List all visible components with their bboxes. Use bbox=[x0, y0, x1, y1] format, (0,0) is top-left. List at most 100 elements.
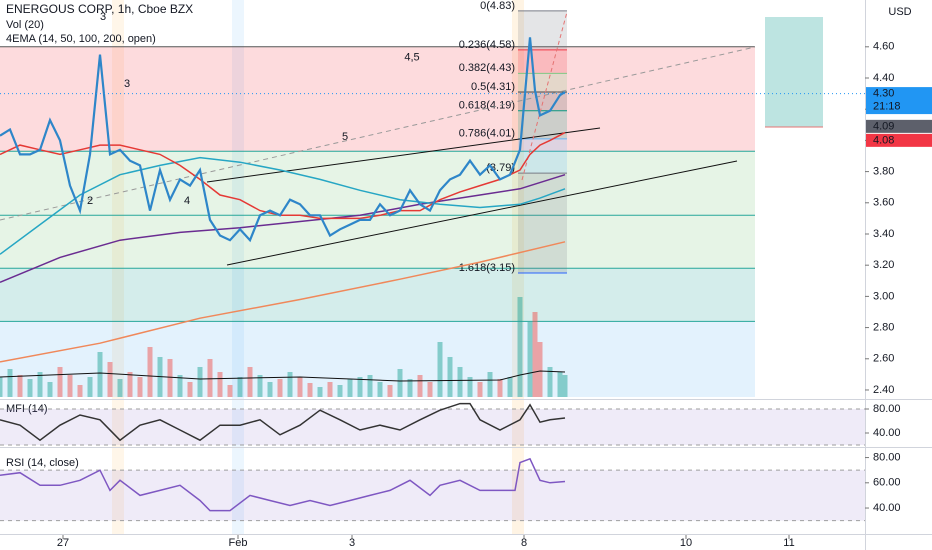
volume-bar bbox=[87, 377, 93, 397]
volume-bar bbox=[127, 372, 133, 397]
y-tick-label: 4.60 bbox=[873, 41, 894, 53]
volume-bar bbox=[562, 375, 568, 397]
volume-bar bbox=[377, 382, 383, 397]
volume-bar bbox=[527, 322, 533, 397]
price-label: 4.30 bbox=[873, 88, 894, 100]
volume-bar bbox=[187, 382, 193, 397]
fib-zone bbox=[0, 151, 755, 216]
y-tick-label: 80.00 bbox=[873, 451, 901, 463]
volume-bar bbox=[17, 375, 23, 397]
trendline-dashed bbox=[0, 46, 756, 221]
y-tick-label: 3.40 bbox=[873, 228, 894, 240]
volume-bar bbox=[557, 372, 563, 397]
y-tick-label: 40.00 bbox=[873, 427, 901, 439]
volume-bar bbox=[167, 359, 173, 397]
series-line bbox=[0, 457, 566, 512]
volume-bar bbox=[532, 312, 538, 397]
y-tick-label: 3.80 bbox=[873, 165, 894, 177]
x-tick-label: 8 bbox=[521, 537, 527, 549]
series-line bbox=[0, 402, 566, 442]
fib-level-zone bbox=[518, 10, 567, 50]
fib-level-zone bbox=[518, 49, 567, 74]
y-tick-label: 3.20 bbox=[873, 259, 894, 271]
series-line bbox=[0, 241, 566, 363]
y-tick-label: 2.60 bbox=[873, 353, 894, 365]
volume-bar bbox=[427, 382, 433, 397]
price-label-box bbox=[866, 87, 932, 115]
volume-bar bbox=[177, 375, 183, 397]
fib-level-zone bbox=[518, 92, 567, 111]
volume-bar bbox=[537, 342, 543, 397]
volume-bar bbox=[487, 372, 493, 397]
fib-zone bbox=[0, 268, 755, 322]
wave-label: 2 bbox=[87, 195, 93, 207]
fib-level-label: 0.618(4.19) bbox=[459, 100, 515, 112]
trendline bbox=[206, 127, 601, 183]
volume-bar bbox=[437, 342, 443, 397]
volume-bar bbox=[347, 379, 353, 397]
volume-bar bbox=[337, 385, 343, 397]
y-tick-label: 2.80 bbox=[873, 321, 894, 333]
volume-bar bbox=[27, 379, 33, 397]
volume-bar bbox=[467, 377, 473, 397]
x-tick-label: 3 bbox=[349, 537, 355, 549]
volume-bar bbox=[517, 297, 523, 397]
fib-zone bbox=[0, 215, 755, 269]
wave-label: 5 bbox=[342, 131, 348, 143]
volume-bar bbox=[37, 372, 43, 397]
volume-bar bbox=[267, 382, 273, 397]
ema-label: 4EMA (14, 50, 100, 200, open) bbox=[6, 33, 156, 45]
volume-bar bbox=[257, 375, 263, 397]
volume-bar bbox=[227, 385, 233, 397]
volume-bar bbox=[417, 375, 423, 397]
price-label-countdown: 21:18 bbox=[873, 101, 901, 113]
volume-bar bbox=[207, 359, 213, 397]
x-tick-label: 11 bbox=[783, 537, 794, 549]
price-label: 4.08 bbox=[873, 134, 894, 146]
series-line bbox=[0, 156, 566, 255]
fib-level-label: 1.618(3.15) bbox=[459, 262, 515, 274]
volume-bar bbox=[97, 352, 103, 397]
volume-bar bbox=[217, 372, 223, 397]
volume-bar bbox=[197, 367, 203, 397]
volume-bar bbox=[277, 379, 283, 397]
volume-bar bbox=[367, 375, 373, 397]
y-tick-label: 2.40 bbox=[873, 384, 894, 396]
volume-ma bbox=[0, 370, 566, 382]
volume-bar bbox=[147, 347, 153, 397]
y-tick-label: 3.60 bbox=[873, 197, 894, 209]
position-tool bbox=[765, 17, 823, 127]
volume-bar bbox=[447, 357, 453, 397]
trendline-dashed bbox=[521, 11, 568, 181]
fib-level-zone bbox=[518, 73, 567, 93]
fib-level-label: 0.382(4.43) bbox=[459, 62, 515, 74]
fib-level-label: 0.786(4.01) bbox=[459, 128, 515, 140]
y-tick-label: 3.00 bbox=[873, 290, 894, 302]
wave-label: 3 bbox=[100, 11, 106, 23]
rsi-title: RSI (14, close) bbox=[6, 457, 79, 469]
volume-bar bbox=[307, 383, 313, 397]
volume-bar bbox=[317, 387, 323, 397]
volume-bar bbox=[477, 382, 483, 397]
y-tick-label: 60.00 bbox=[873, 477, 901, 489]
fib-level-zone bbox=[518, 173, 567, 273]
price-label-box bbox=[866, 119, 932, 133]
fib-zone bbox=[0, 46, 755, 152]
fib-level-label: 0.236(4.58) bbox=[459, 39, 515, 51]
volume-label: Vol (20) bbox=[6, 19, 44, 31]
volume-bar bbox=[47, 382, 53, 397]
volume-bar bbox=[497, 379, 503, 397]
volume-bar bbox=[387, 385, 393, 397]
volume-bar bbox=[357, 377, 363, 397]
volume-bar bbox=[117, 379, 123, 397]
wave-label: 4 bbox=[184, 195, 190, 207]
under-layer bbox=[112, 0, 524, 534]
volume-bar bbox=[507, 377, 513, 397]
chart-title: ENERGOUS CORP, 1h, Cboe BZX bbox=[6, 2, 193, 16]
y-tick-label: 4.40 bbox=[873, 72, 894, 84]
series-line bbox=[0, 173, 566, 283]
volume-bar bbox=[457, 367, 463, 397]
volume-bar bbox=[67, 375, 73, 397]
